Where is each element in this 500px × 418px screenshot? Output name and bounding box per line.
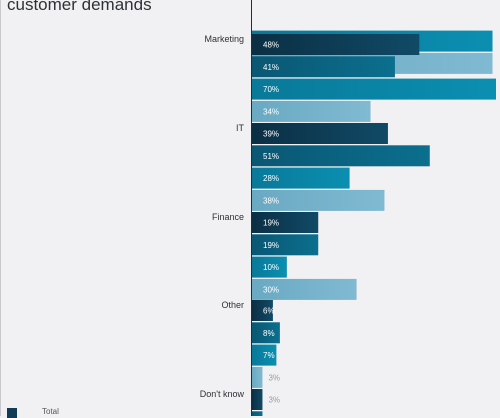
- bar: [252, 167, 350, 189]
- bar: [252, 100, 371, 122]
- bar-value-label: 51%: [263, 152, 279, 161]
- bar-value-label: 6%: [263, 307, 275, 316]
- bar: [252, 300, 273, 321]
- left-border: [0, 0, 1, 416]
- bar-value-label: 8%: [263, 329, 275, 338]
- chart-title: customer demands: [7, 0, 152, 14]
- bar-value-label: 19%: [263, 219, 279, 228]
- bar: [252, 344, 277, 366]
- bar: [252, 123, 388, 144]
- bar: [252, 322, 280, 344]
- bar-value-label: 30%: [263, 285, 279, 294]
- bar-value-label: 3%: [268, 373, 280, 382]
- category-label: Don't know: [200, 389, 245, 399]
- bar: [252, 256, 287, 278]
- bar: [252, 389, 263, 410]
- bar: [252, 56, 395, 78]
- bar-value-label: 34%: [263, 107, 279, 116]
- bar: [252, 78, 496, 100]
- legend-label-total: Total: [42, 407, 59, 416]
- bar-value-label: 41%: [263, 63, 279, 72]
- category-label: IT: [236, 123, 245, 133]
- bar: [252, 278, 357, 300]
- bar-value-label: 10%: [263, 263, 279, 272]
- bar-value-label: 48%: [263, 41, 279, 50]
- bar: [252, 366, 263, 388]
- bar-value-label: 70%: [263, 85, 279, 94]
- bar-value-label: 3%: [268, 396, 280, 405]
- bar: [252, 34, 420, 55]
- bar-value-label: 38%: [263, 196, 279, 205]
- bar: [252, 234, 319, 256]
- bar-value-label: 7%: [263, 351, 275, 360]
- legend-swatch-total: [7, 408, 17, 418]
- bar: [252, 189, 385, 211]
- category-label: Other: [221, 300, 244, 310]
- bar: [252, 145, 430, 167]
- bar-value-label: 39%: [263, 130, 279, 139]
- category-label: Marketing: [204, 34, 244, 44]
- bar: [252, 411, 263, 416]
- bar-value-label: 19%: [263, 241, 279, 250]
- category-label: Finance: [212, 212, 244, 222]
- bar: [252, 212, 319, 233]
- bar-value-label: 28%: [263, 174, 279, 183]
